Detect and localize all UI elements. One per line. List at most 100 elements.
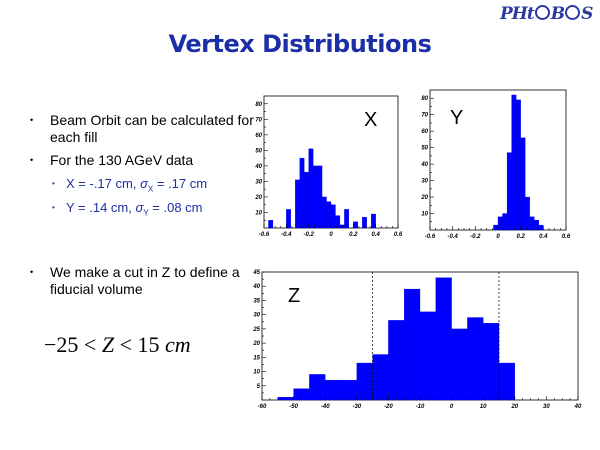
plot-label: Y <box>450 107 463 129</box>
histogram-bar <box>304 171 309 229</box>
histogram-bar <box>483 323 500 401</box>
bullet-z-cut: We make a cut in Z to define a fiducial … <box>30 264 250 298</box>
histogram-bar <box>467 317 484 401</box>
histogram-bar <box>520 137 526 231</box>
phobos-logo: PHt B S <box>500 4 593 24</box>
x-tick-label: 0 <box>450 404 454 410</box>
histogram-bar <box>419 311 436 401</box>
y-tick-label: 30 <box>253 313 260 319</box>
x-tick-label: -30 <box>352 404 361 410</box>
y-tick-label: 15 <box>253 355 260 361</box>
y-tick-label: 5 <box>257 384 261 390</box>
histogram-bar <box>340 379 357 401</box>
histogram-bar <box>326 201 332 229</box>
x-tick-label: -10 <box>416 404 425 410</box>
histogram-bar <box>312 165 318 229</box>
x-tick-label: 0.2 <box>349 232 358 238</box>
y-tick-label: 50 <box>421 146 428 152</box>
x-tick-label: 30 <box>543 404 550 410</box>
y-tick-label: 40 <box>254 164 262 170</box>
histogram-bar <box>321 196 327 229</box>
histogram-bar <box>506 152 512 231</box>
slide-title: Vertex Distributions <box>168 30 432 58</box>
y-tick-label: 70 <box>255 117 262 123</box>
sub-bullet-x: X = -.17 cm, σX = .17 cm <box>52 175 260 199</box>
y-tick-label: 10 <box>253 370 260 376</box>
histogram-bar <box>353 221 358 229</box>
histogram-bar <box>308 148 314 229</box>
histogram-bar <box>502 213 508 231</box>
x-tick-label: -0.4 <box>281 232 292 238</box>
histogram-bar <box>534 219 539 231</box>
plot-label: X <box>364 109 377 131</box>
z-cut-formula: −25 < Z < 15 cm <box>44 332 191 357</box>
histogram-bar <box>335 215 341 229</box>
histogram-bar <box>325 379 342 401</box>
y-tick-label: 80 <box>255 102 262 108</box>
histogram-bar <box>286 209 291 229</box>
plot-label: Z <box>288 285 300 307</box>
y-tick-label: 35 <box>253 298 260 304</box>
y-tick-label: 70 <box>421 113 428 119</box>
histogram-x: -0.6 -0.4 -0.2 0 0.2 0.4 0.6 10 20 30 40 50 60 70 80 X <box>254 95 403 238</box>
x-tick-label: 10 <box>480 404 487 410</box>
histogram-bar <box>317 165 323 229</box>
bullet-beam-orbit: Beam Orbit can be calculated for each fi… <box>30 112 260 146</box>
x-tick-label: 0.4 <box>371 232 380 238</box>
histogram-bar <box>372 354 389 401</box>
histogram-bar <box>538 224 544 231</box>
histogram-bar <box>330 204 336 229</box>
x-tick-label: 20 <box>510 404 518 410</box>
y-tick-label: 30 <box>255 179 262 185</box>
x-tick-label: 0.4 <box>539 234 548 240</box>
x-tick-label: 0.6 <box>562 234 571 240</box>
x-tick-label: 40 <box>574 404 582 410</box>
histogram-bar <box>404 288 421 401</box>
x-tick-label: -0.4 <box>447 234 458 240</box>
x-tick-label: -0.2 <box>470 234 481 240</box>
histogram-bar <box>371 213 376 229</box>
y-tick-label: 20 <box>254 195 262 201</box>
logo-ring-icon <box>565 5 581 20</box>
y-tick-label: 10 <box>255 210 262 216</box>
x-tick-label: -50 <box>289 404 298 410</box>
histogram-bar <box>309 374 326 401</box>
x-tick-label: -40 <box>321 404 330 410</box>
histogram-y: -0.6 -0.4 -0.2 0 0.2 0.4 0.6 10 20 30 40 50 60 70 80 Y <box>420 89 571 240</box>
histogram-bar <box>435 277 452 401</box>
histogram-bar <box>515 99 521 231</box>
histogram-bar <box>498 362 515 401</box>
y-tick-label: 60 <box>421 129 428 135</box>
y-tick-label: 60 <box>255 133 262 139</box>
x-tick-label: -0.6 <box>259 232 270 238</box>
histogram-bar <box>525 196 530 231</box>
y-tick-label: 20 <box>252 341 260 347</box>
y-tick-label: 30 <box>421 179 428 185</box>
x-tick-label: 0.2 <box>516 234 525 240</box>
x-tick-label: 0.6 <box>394 232 403 238</box>
y-tick-label: 25 <box>252 327 260 333</box>
y-tick-label: 20 <box>420 195 428 201</box>
x-tick-label: -60 <box>258 404 267 410</box>
histogram-bar <box>451 328 468 401</box>
histogram-z: -60 -50 -40 -30 -20 -10 0 10 20 30 40 5 10 15 20 25 30 35… <box>252 270 582 410</box>
histogram-bar <box>356 362 373 401</box>
y-tick-label: 10 <box>421 212 428 218</box>
histogram-bar <box>497 216 503 231</box>
bullet-130-agev: For the 130 AGeV data <box>30 152 260 169</box>
x-tick-label: 0 <box>496 234 500 240</box>
y-tick-label: 80 <box>421 96 428 102</box>
y-tick-label: 40 <box>252 284 260 290</box>
y-tick-label: 45 <box>252 270 260 276</box>
x-tick-label: -20 <box>384 404 393 410</box>
x-tick-label: 0 <box>329 232 333 238</box>
plot-frame <box>429 89 567 231</box>
histogram-bar <box>299 157 305 229</box>
bullet-list: Beam Orbit can be calculated for each fi… <box>30 112 260 222</box>
sub-bullet-y: Y = .14 cm, σY = .08 cm <box>52 199 260 223</box>
y-tick-label: 40 <box>420 162 428 168</box>
y-tick-label: 50 <box>255 148 262 154</box>
histogram-bar <box>295 179 300 229</box>
x-tick-label: -0.2 <box>303 232 314 238</box>
histogram-bar <box>268 220 274 229</box>
